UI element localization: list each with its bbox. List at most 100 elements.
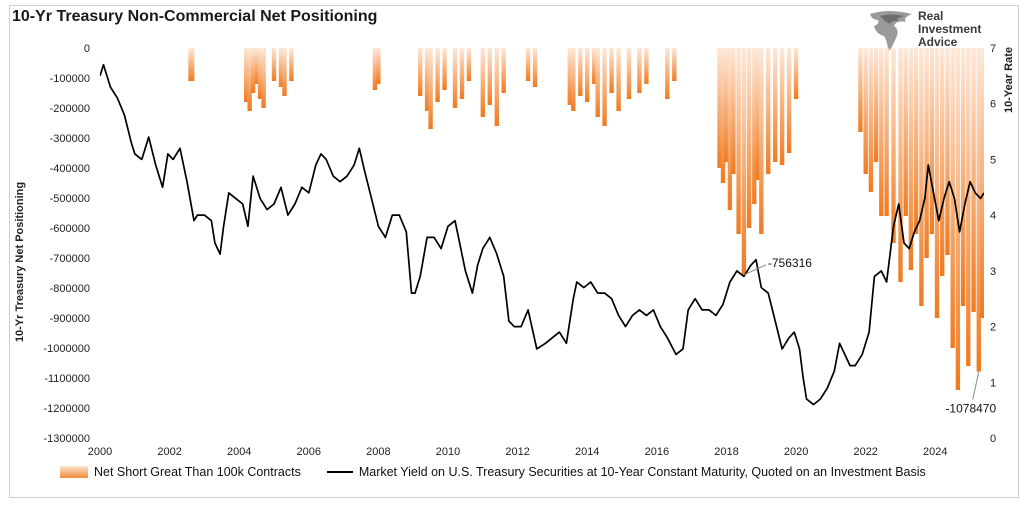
net-short-bar <box>644 48 649 84</box>
net-short-bar <box>903 48 908 216</box>
annotation-leader-2 <box>972 371 980 400</box>
net-short-bar <box>858 48 863 132</box>
net-short-bar <box>773 48 778 162</box>
net-short-bar <box>919 48 924 306</box>
x-tick-label: 2016 <box>645 446 669 458</box>
legend-item-line: Market Yield on U.S. Treasury Securities… <box>326 465 926 479</box>
left-y-tick-label: -1300000 <box>44 433 91 445</box>
net-short-bar <box>755 48 760 180</box>
net-short-bar <box>945 48 950 255</box>
net-short-bar <box>898 48 903 282</box>
net-short-bar <box>913 48 919 234</box>
net-short-bar <box>976 48 981 372</box>
net-short-bar <box>278 48 284 87</box>
net-short-bar <box>289 48 294 81</box>
net-short-bar <box>487 48 492 105</box>
net-short-bar <box>626 48 632 99</box>
x-tick-label: 2000 <box>88 446 112 458</box>
net-short-bar <box>244 48 249 102</box>
net-short-bar <box>929 48 934 234</box>
legend-swatch-line <box>326 471 353 473</box>
net-short-bar <box>665 48 670 99</box>
right-y-tick-label: 7 <box>990 43 996 55</box>
net-short-bar <box>924 48 929 258</box>
right-y-tick-label: 0 <box>990 433 996 445</box>
eagle-logo-icon <box>870 11 912 52</box>
x-tick-label: 2024 <box>923 446 947 458</box>
net-short-bar <box>908 48 914 270</box>
left-y-tick-label: -200000 <box>50 103 90 115</box>
left-y-tick-label: -700000 <box>50 253 90 265</box>
net-short-bar <box>793 48 799 99</box>
net-short-bars <box>188 48 984 390</box>
net-short-bar <box>950 48 955 348</box>
net-short-bar <box>741 48 747 275</box>
net-short-bar <box>746 48 752 228</box>
right-y-tick-label: 1 <box>990 377 996 389</box>
logo-line-2: Investment <box>918 22 982 36</box>
net-short-bar <box>966 48 971 366</box>
net-short-bar <box>766 48 771 174</box>
chart-title: 10-Yr Treasury Non-Commercial Net Positi… <box>12 8 378 25</box>
x-tick-label: 2010 <box>436 446 460 458</box>
x-tick-label: 2012 <box>505 446 529 458</box>
net-short-bar <box>592 48 597 84</box>
right-y-tick-label: 5 <box>990 154 996 166</box>
net-short-bar <box>731 48 736 174</box>
net-short-bar <box>428 48 433 129</box>
yield-line <box>100 63 984 406</box>
net-short-bar <box>376 48 381 84</box>
x-tick-label: 2002 <box>157 446 181 458</box>
legend-item-bars: Net Short Great Than 100k Contracts <box>60 465 301 479</box>
net-short-bar <box>571 48 576 111</box>
right-y-tick-label: 2 <box>990 322 996 334</box>
legend: Net Short Great Than 100k Contracts Mark… <box>60 465 926 479</box>
net-short-bar <box>971 48 976 312</box>
x-tick-label: 2022 <box>853 446 877 458</box>
left-y-tick-label: -1100000 <box>44 373 90 385</box>
annotation-latest: -1078470 <box>945 402 996 416</box>
axes: 0 -100000 -200000 -300000 -400000 -500000 -600… <box>44 43 997 458</box>
left-y-tick-label: -600000 <box>50 223 90 235</box>
x-tick-label: 2006 <box>297 446 321 458</box>
net-short-bar <box>868 48 874 192</box>
logo-line-1: Real <box>918 9 944 23</box>
net-short-bar <box>257 48 263 99</box>
net-short-bar <box>261 48 266 108</box>
net-short-bar <box>254 48 259 84</box>
net-short-bar <box>960 48 966 306</box>
net-short-bar <box>501 48 506 93</box>
net-short-bar <box>424 48 430 111</box>
annotations: -756316 -1078470 <box>743 256 996 416</box>
net-short-bar <box>418 48 423 96</box>
left-y-tick-label: -400000 <box>50 163 90 175</box>
net-short-bar <box>250 48 256 93</box>
net-short-bar <box>724 48 729 162</box>
x-tick-label: 2008 <box>366 446 390 458</box>
net-short-bar <box>934 48 940 318</box>
net-short-bar <box>616 48 621 111</box>
legend-swatch-bars <box>60 466 88 478</box>
net-short-bar <box>282 48 287 96</box>
net-short-bar <box>609 48 614 93</box>
logo-line-3: Advice <box>918 35 958 49</box>
net-short-bar <box>891 48 896 243</box>
net-short-bar <box>271 48 277 81</box>
left-y-tick-label: -100000 <box>50 73 90 85</box>
logo: Real Investment Advice <box>866 8 996 52</box>
net-short-bar <box>480 48 485 117</box>
net-short-bar <box>466 48 472 81</box>
net-short-bar <box>759 48 764 234</box>
right-y-tick-label: 6 <box>990 99 996 111</box>
right-y-tick-label: 3 <box>990 266 996 278</box>
net-short-bar <box>980 48 984 318</box>
net-short-bar <box>602 48 607 126</box>
net-short-bar <box>786 48 792 153</box>
left-y-tick-label: -300000 <box>50 133 90 145</box>
net-short-bar <box>578 48 583 96</box>
net-short-bar <box>595 48 600 117</box>
left-y-tick-label: -500000 <box>50 193 90 205</box>
yield-line-group <box>100 63 984 406</box>
net-short-bar <box>940 48 945 276</box>
